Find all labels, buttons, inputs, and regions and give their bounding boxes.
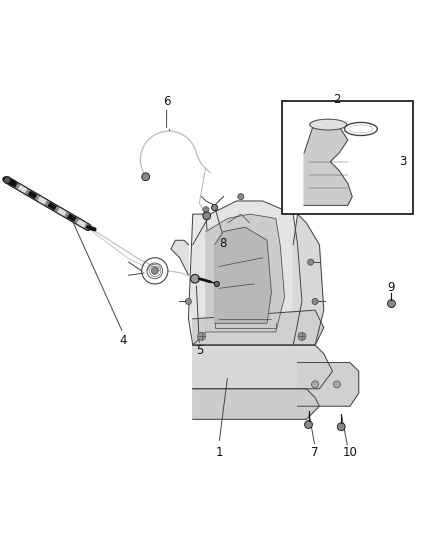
Circle shape [311,381,318,388]
Circle shape [212,205,218,211]
Circle shape [191,274,199,283]
Text: 4: 4 [119,334,127,347]
Polygon shape [193,310,324,345]
Text: 10: 10 [343,447,357,459]
Polygon shape [215,227,272,323]
Text: 3: 3 [399,155,406,168]
Circle shape [151,268,158,274]
Circle shape [333,381,340,388]
Circle shape [185,298,191,304]
Text: 2: 2 [333,93,341,106]
Circle shape [307,259,314,265]
Circle shape [214,281,219,287]
Polygon shape [293,214,324,345]
Circle shape [337,423,345,431]
Circle shape [4,176,11,183]
Circle shape [304,421,312,429]
Text: 6: 6 [163,95,170,108]
Polygon shape [193,345,332,389]
Polygon shape [297,362,359,406]
Circle shape [312,298,318,304]
Circle shape [298,333,306,340]
Polygon shape [188,214,210,345]
Circle shape [203,212,211,220]
Polygon shape [206,214,285,332]
Bar [283,101,413,214]
Polygon shape [304,127,352,205]
Circle shape [388,300,396,308]
Polygon shape [193,201,302,345]
Polygon shape [171,240,188,275]
Circle shape [203,207,209,213]
Ellipse shape [310,119,347,130]
Text: 9: 9 [388,280,395,294]
Circle shape [198,333,205,340]
Text: 1: 1 [215,446,223,458]
Polygon shape [193,389,319,419]
Text: 7: 7 [311,447,319,459]
Text: 5: 5 [196,344,203,357]
Circle shape [142,173,150,181]
Text: 8: 8 [220,237,227,251]
Circle shape [238,193,244,200]
